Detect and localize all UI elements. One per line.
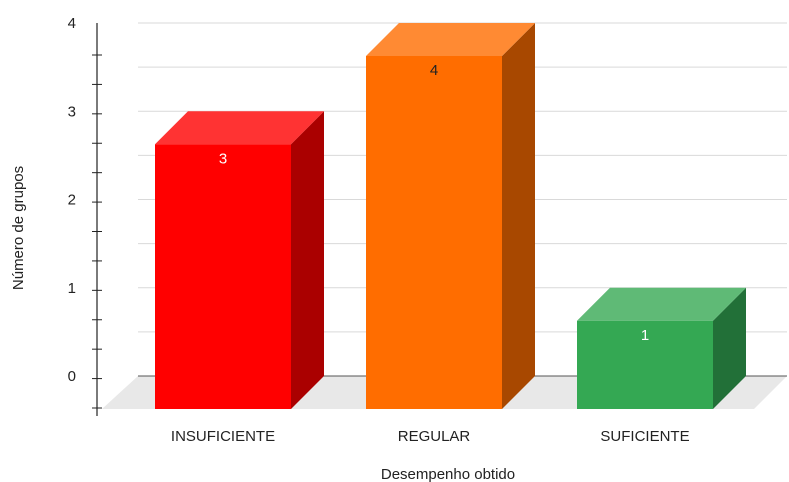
bar-top xyxy=(366,23,535,56)
bar-top xyxy=(155,111,324,145)
y-tick-label: 0 xyxy=(68,368,76,385)
bar-side xyxy=(291,111,324,409)
bar-front xyxy=(366,56,502,409)
bars xyxy=(155,23,746,409)
bar-front xyxy=(155,144,291,409)
bar-side xyxy=(502,23,535,409)
y-tick-label: 3 xyxy=(68,103,76,120)
data-label: 3 xyxy=(219,150,227,167)
bar-front xyxy=(577,320,713,409)
data-label: 4 xyxy=(430,62,438,79)
bar-regular xyxy=(366,23,535,409)
x-axis-title: Desempenho obtido xyxy=(381,466,515,482)
y-axis-title: Número de grupos xyxy=(10,166,27,290)
y-tick-label: 1 xyxy=(68,280,76,297)
bar-side xyxy=(713,287,746,409)
x-tick-label: SUFICIENTE xyxy=(600,428,689,445)
data-label: 1 xyxy=(641,327,649,344)
bar-suficiente xyxy=(577,287,746,409)
y-axis: 0 1 2 3 4 xyxy=(68,15,102,416)
y-tick-label: 2 xyxy=(68,192,76,209)
y-tick-label: 4 xyxy=(68,15,76,32)
bar-top xyxy=(577,287,746,321)
x-tick-label: REGULAR xyxy=(398,428,471,445)
bar-insuficiente xyxy=(155,111,324,409)
labels: 3 INSUFICIENTE 4 REGULAR 1 SUFICIENTE xyxy=(171,62,690,445)
x-tick-label: INSUFICIENTE xyxy=(171,428,275,445)
